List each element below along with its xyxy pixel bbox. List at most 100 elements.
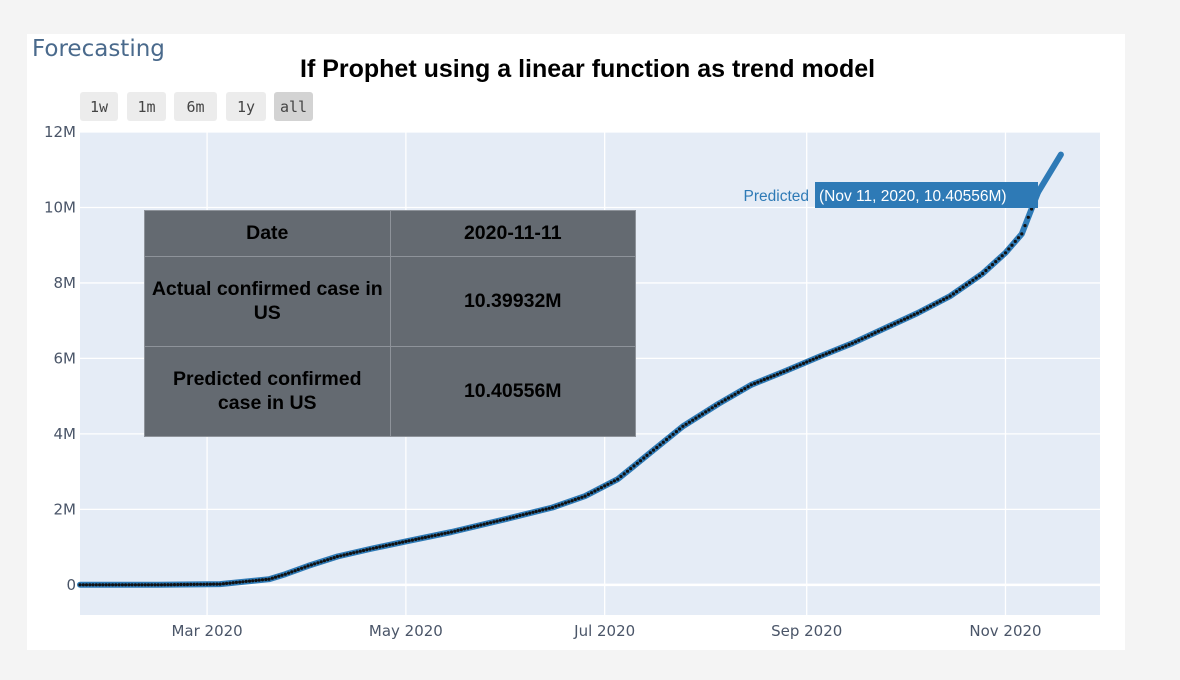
actual-point [531,510,535,514]
range-button-all[interactable]: all [274,92,313,121]
actual-point [557,503,561,507]
actual-point [1016,236,1021,240]
actual-point [300,566,304,570]
actual-point [596,487,600,491]
actual-point [124,583,128,587]
actual-point [528,511,532,515]
actual-point [511,515,515,519]
actual-point [515,514,519,519]
actual-point [814,356,819,360]
actual-point [811,357,815,361]
actual-point [156,583,160,587]
actual-point [818,354,822,359]
range-button-1m[interactable]: 1m [127,92,166,121]
actual-point [948,294,952,298]
actual-point [583,494,587,498]
actual-point [440,532,444,536]
y-tick-label: 8M [54,274,77,292]
actual-point [560,502,564,506]
y-tick-label: 4M [54,425,77,443]
actual-point [1020,232,1024,236]
actual-point [430,534,434,538]
actual-point [185,582,190,587]
actual-point [1010,243,1014,247]
actual-point [459,528,463,532]
actual-point [339,554,343,558]
actual-point [798,363,802,367]
actual-point [111,583,115,587]
actual-point [322,559,326,563]
actual-point [990,263,995,267]
x-tick-label: May 2020 [369,622,443,640]
actual-point [968,281,972,285]
actual-point [586,492,591,496]
actual-point [638,459,643,463]
actual-point [169,583,173,587]
actual-point [410,538,414,542]
y-tick-label: 0 [66,576,76,594]
actual-point [974,276,978,280]
actual-point [945,296,949,300]
hover-tooltip-series-name: Predicted [744,188,809,205]
actual-point [694,416,698,420]
actual-point [762,377,766,382]
actual-point [854,340,858,344]
actual-point [573,497,577,502]
actual-point [436,533,441,537]
actual-point [687,420,692,424]
actual-point [889,323,894,327]
actual-point [681,424,685,428]
actual-point [547,506,551,510]
actual-point [502,518,506,522]
actual-point [700,412,705,416]
actual-point [928,304,933,308]
actual-point [127,583,131,587]
actual-point [153,583,157,587]
actual-point [899,319,903,323]
x-tick-label: Sep 2020 [771,622,842,640]
range-button-6m[interactable]: 6m [174,92,217,121]
actual-point [352,551,356,555]
actual-point [554,504,558,508]
actual-point [831,349,835,353]
actual-point [938,299,942,303]
range-button-1y[interactable]: 1y [226,92,266,121]
actual-point [313,562,317,566]
actual-point [697,414,701,418]
actual-point [661,440,665,444]
actual-point [658,443,662,447]
actual-point [665,437,669,442]
actual-point [932,303,936,307]
table-row: Date 2020-11-11 [144,210,636,257]
actual-point [524,512,529,516]
actual-point [981,271,985,276]
actual-point [674,430,679,434]
actual-point [114,583,118,587]
actual-point [668,435,672,439]
actual-point [541,508,545,512]
actual-point [456,528,460,533]
actual-point [329,557,333,561]
actual-point [788,367,793,371]
table-cell-label: Predicted confirmed case in US [144,345,391,438]
actual-point [880,328,884,332]
actual-point [231,581,235,585]
actual-point [971,278,975,282]
actual-point [476,524,480,528]
actual-point [163,583,167,587]
actual-point [257,578,261,582]
actual-point [733,392,737,396]
actual-point [489,521,493,525]
actual-point [482,522,486,526]
actual-point [146,583,150,587]
actual-point [394,541,398,546]
actual-point [479,523,483,527]
actual-point [860,337,864,341]
actual-point [1007,247,1011,251]
actual-point [651,448,656,452]
actual-point [388,543,392,547]
actual-point [984,268,988,273]
actual-point [925,306,929,310]
range-button-1w[interactable]: 1w [80,92,118,121]
actual-point [534,509,538,514]
